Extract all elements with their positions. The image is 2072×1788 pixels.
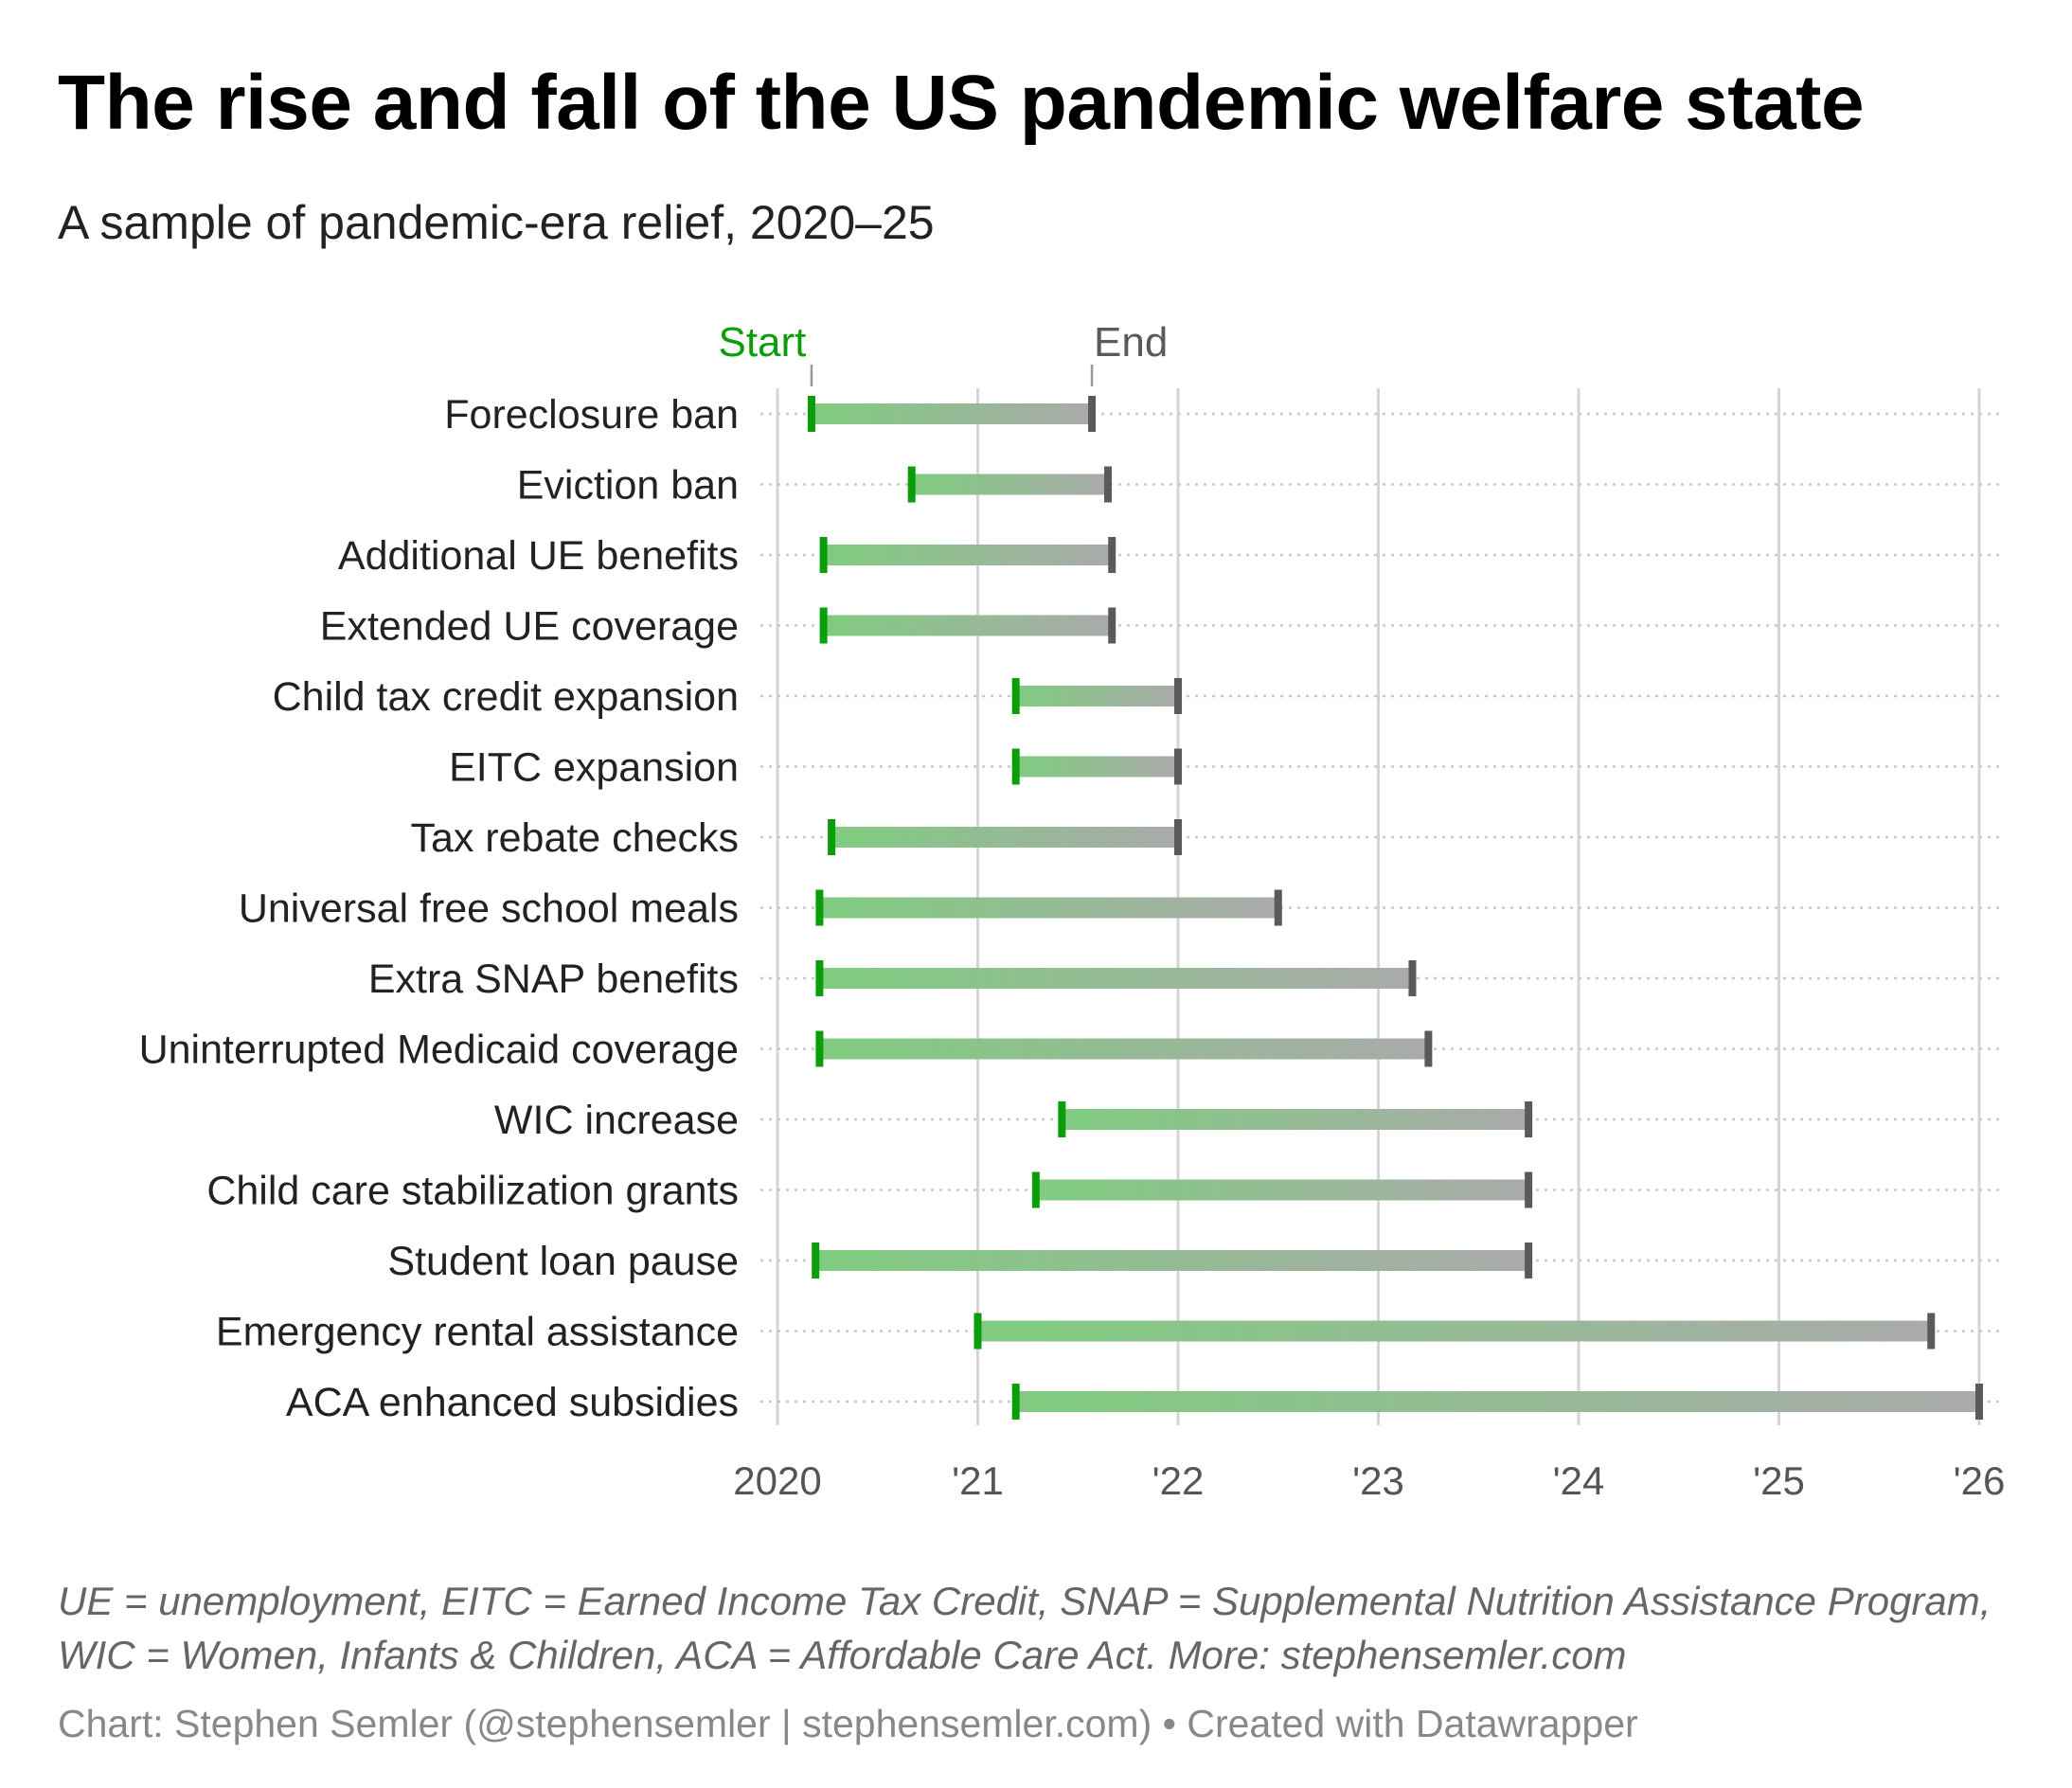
end-marker <box>1174 819 1182 855</box>
start-marker <box>907 466 916 503</box>
range-bar <box>819 1038 1429 1060</box>
chart-row: Tax rebate checks <box>410 815 2000 861</box>
start-marker <box>815 960 824 996</box>
range-bar <box>911 474 1108 495</box>
row-label: Child care stabilization grants <box>206 1169 739 1214</box>
chart-row: WIC increase <box>494 1098 2000 1143</box>
x-tick-label: '22 <box>1152 1458 1205 1503</box>
end-marker <box>1108 537 1116 573</box>
chart-row: Extended UE coverage <box>320 604 2000 650</box>
end-marker <box>1525 1101 1533 1137</box>
chart-credit: Chart: Stephen Semler (@stephensemler | … <box>58 1702 1638 1745</box>
row-label: Extra SNAP benefits <box>368 957 739 1002</box>
end-marker <box>1975 1384 1983 1420</box>
x-tick-label: '24 <box>1553 1458 1605 1503</box>
start-marker <box>812 1243 820 1278</box>
range-bar <box>815 1250 1529 1271</box>
range-bar <box>977 1320 1932 1342</box>
range-bar <box>823 545 1113 565</box>
legend-end-label: End <box>1094 319 1168 366</box>
range-bar <box>811 403 1093 424</box>
end-marker <box>1408 960 1417 996</box>
row-label: Additional UE benefits <box>338 533 739 579</box>
start-marker <box>828 819 836 855</box>
end-marker <box>1525 1243 1533 1278</box>
end-marker <box>1088 396 1097 432</box>
legend: Start End <box>718 319 1168 386</box>
rows: Foreclosure ban Eviction ban Additional UE… <box>139 392 2000 1425</box>
start-marker <box>807 396 815 432</box>
end-marker <box>1927 1313 1936 1350</box>
range-bar <box>1035 1179 1529 1201</box>
chart-row: Universal free school meals <box>239 886 2000 932</box>
row-label: Tax rebate checks <box>410 815 739 861</box>
x-axis: 2020 '21 '22 '23 '24 '25 '26 <box>733 1458 2005 1503</box>
chart-row: EITC expansion <box>449 745 2000 791</box>
row-label: Foreclosure ban <box>444 392 739 438</box>
chart-row: Foreclosure ban <box>444 392 2000 438</box>
chart-row: Additional UE benefits <box>338 533 2000 579</box>
start-marker <box>819 607 828 644</box>
legend-start-label: Start <box>718 319 806 366</box>
start-marker <box>973 1313 982 1350</box>
row-label: WIC increase <box>494 1098 739 1143</box>
start-marker <box>1011 748 1020 785</box>
end-marker <box>1525 1171 1533 1208</box>
chart-title: The rise and fall of the US pandemic wel… <box>58 60 1865 146</box>
range-chart: Foreclosure ban Eviction ban Additional UE… <box>139 319 2006 1503</box>
end-marker <box>1103 466 1112 503</box>
x-tick-label: '26 <box>1954 1458 2006 1503</box>
start-marker <box>1058 1101 1066 1137</box>
x-tick-label: 2020 <box>733 1458 821 1503</box>
chart-row: Extra SNAP benefits <box>368 957 2000 1002</box>
range-bar <box>1015 1391 1979 1412</box>
chart-row: Emergency rental assistance <box>216 1310 2000 1355</box>
start-marker <box>1031 1171 1040 1208</box>
range-bar <box>819 968 1413 989</box>
row-label: Eviction ban <box>517 463 739 509</box>
chart-row: Child care stabilization grants <box>206 1169 2000 1214</box>
chart-row: Student loan pause <box>387 1239 2000 1284</box>
chart-notes: UE = unemployment, EITC = Earned Income … <box>58 1579 1992 1677</box>
row-label: Student loan pause <box>387 1239 739 1284</box>
start-marker <box>815 889 824 926</box>
start-marker <box>819 537 828 573</box>
range-bar <box>819 897 1278 919</box>
range-bar <box>1015 756 1178 778</box>
range-bar <box>1062 1109 1529 1130</box>
start-marker <box>815 1030 824 1067</box>
end-marker <box>1274 889 1282 926</box>
x-tick-label: '21 <box>952 1458 1004 1503</box>
chart-row: Uninterrupted Medicaid coverage <box>139 1028 2000 1073</box>
chart-row: Eviction ban <box>517 463 2000 509</box>
range-bar <box>831 827 1178 848</box>
row-label: Emergency rental assistance <box>216 1310 739 1355</box>
x-tick-label: '23 <box>1352 1458 1404 1503</box>
row-label: EITC expansion <box>449 745 739 791</box>
row-label: ACA enhanced subsidies <box>286 1380 739 1425</box>
chart-row: Child tax credit expansion <box>273 674 2000 720</box>
range-bar <box>1015 686 1178 706</box>
row-label: Extended UE coverage <box>320 604 739 650</box>
start-marker <box>1011 678 1020 714</box>
range-bar <box>823 615 1113 636</box>
end-marker <box>1108 607 1116 644</box>
row-label: Child tax credit expansion <box>273 674 739 720</box>
end-marker <box>1174 678 1182 714</box>
chart-subtitle: A sample of pandemic-era relief, 2020–25 <box>58 196 935 249</box>
x-tick-label: '25 <box>1753 1458 1805 1503</box>
start-marker <box>1011 1384 1020 1420</box>
row-label: Universal free school meals <box>239 886 739 932</box>
end-marker <box>1174 748 1182 785</box>
end-marker <box>1424 1030 1433 1067</box>
chart-row: ACA enhanced subsidies <box>286 1380 2000 1425</box>
row-label: Uninterrupted Medicaid coverage <box>139 1028 739 1073</box>
